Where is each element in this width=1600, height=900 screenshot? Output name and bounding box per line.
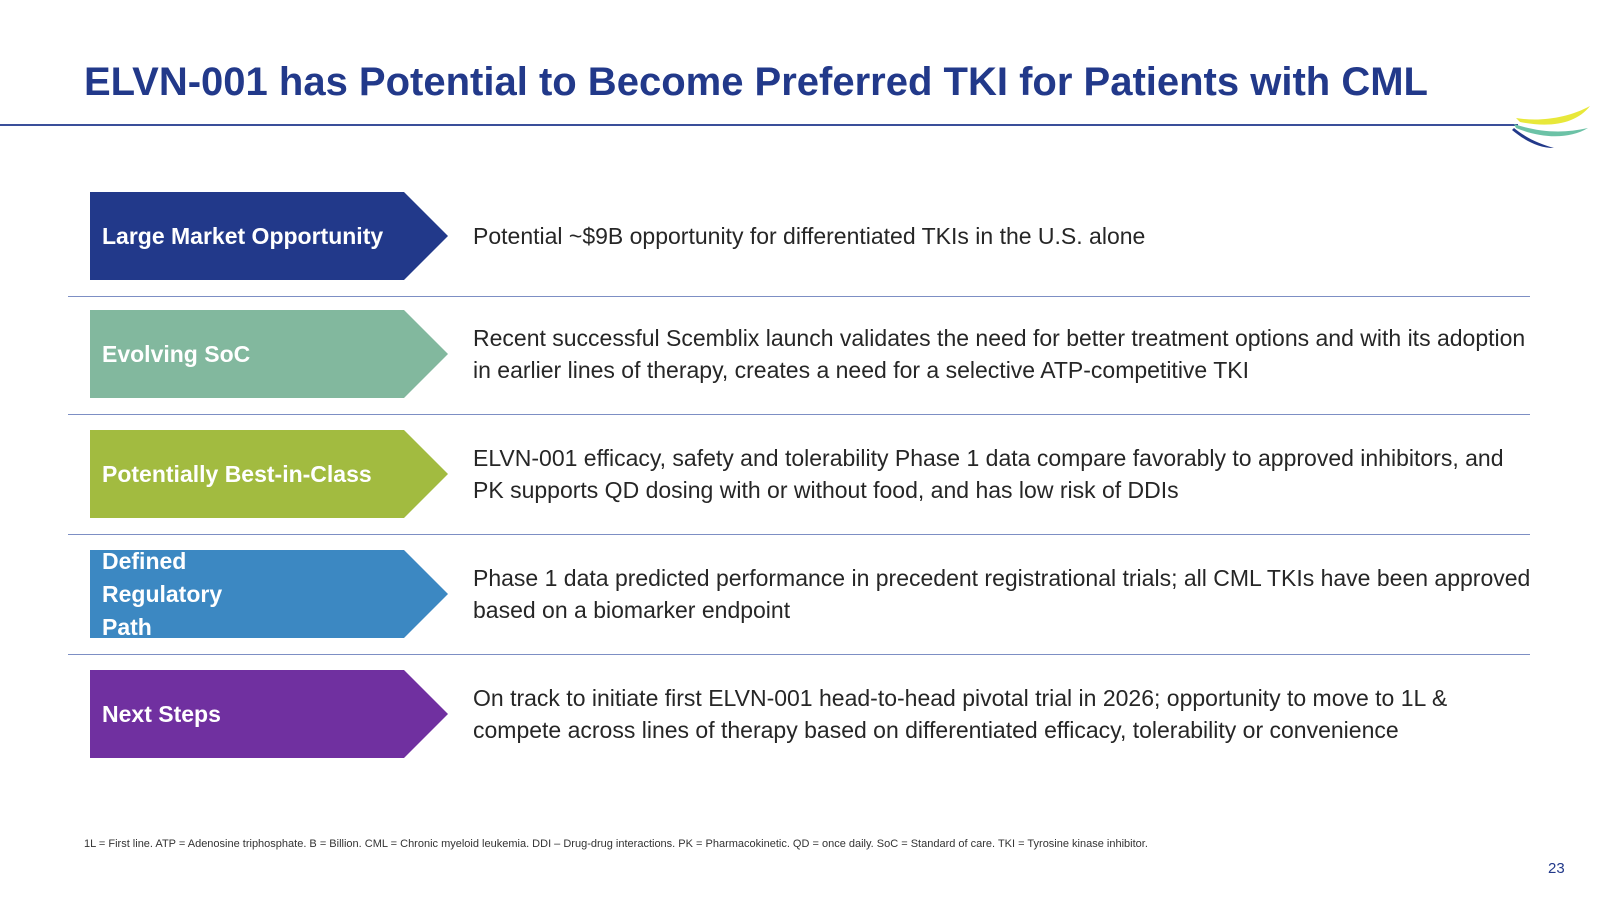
row-description: Potential ~$9B opportunity for different… [473, 188, 1533, 284]
row-description-text: Recent successful Scemblix launch valida… [473, 325, 1526, 383]
chevron-potentially-best-in-class: Potentially Best-in-Class [90, 430, 448, 518]
row-description: ELVN-001 efficacy, safety and tolerabili… [473, 426, 1533, 522]
chevron-next-steps: Next Steps [90, 670, 448, 758]
page-number: 23 [1548, 860, 1565, 877]
row-description: Phase 1 data predicted performance in pr… [473, 546, 1533, 642]
row-description-text: Phase 1 data predicted performance in pr… [473, 565, 1531, 623]
row-large-market-opportunity: Large Market Opportunity Potential ~$9B … [0, 188, 1600, 306]
row-potentially-best-in-class: Potentially Best-in-Class ELVN-001 effic… [0, 426, 1600, 544]
row-description: Recent successful Scemblix launch valida… [473, 306, 1533, 402]
chevron-label: Evolving SoC [102, 340, 251, 367]
footnote: 1L = First line. ATP = Adenosine triphos… [84, 838, 1148, 850]
row-separator [68, 654, 1530, 655]
title-divider [0, 124, 1518, 126]
row-description: On track to initiate first ELVN-001 head… [473, 666, 1533, 762]
chevron-label: Defined Regulatory Path [102, 547, 223, 640]
company-logo-icon [1512, 106, 1590, 148]
chevron-defined-regulatory-path: Defined Regulatory Path [90, 550, 448, 638]
chevron-label: Potentially Best-in-Class [102, 460, 372, 487]
slide-title: ELVN-001 has Potential to Become Preferr… [84, 60, 1428, 104]
row-description-text: ELVN-001 efficacy, safety and tolerabili… [473, 445, 1504, 503]
row-separator [68, 296, 1530, 297]
row-separator [68, 534, 1530, 535]
row-evolving-soc: Evolving SoC Recent successful Scemblix … [0, 306, 1600, 424]
chevron-label: Next Steps [102, 700, 221, 727]
row-next-steps: Next Steps On track to initiate first EL… [0, 666, 1600, 784]
row-separator [68, 414, 1530, 415]
chevron-label: Large Market Opportunity [102, 222, 384, 249]
row-description-text: On track to initiate first ELVN-001 head… [473, 685, 1448, 743]
row-defined-regulatory-path: Defined Regulatory Path Phase 1 data pre… [0, 546, 1600, 664]
chevron-large-market-opportunity: Large Market Opportunity [90, 192, 448, 280]
chevron-evolving-soc: Evolving SoC [90, 310, 448, 398]
row-description-text: Potential ~$9B opportunity for different… [473, 223, 1146, 249]
